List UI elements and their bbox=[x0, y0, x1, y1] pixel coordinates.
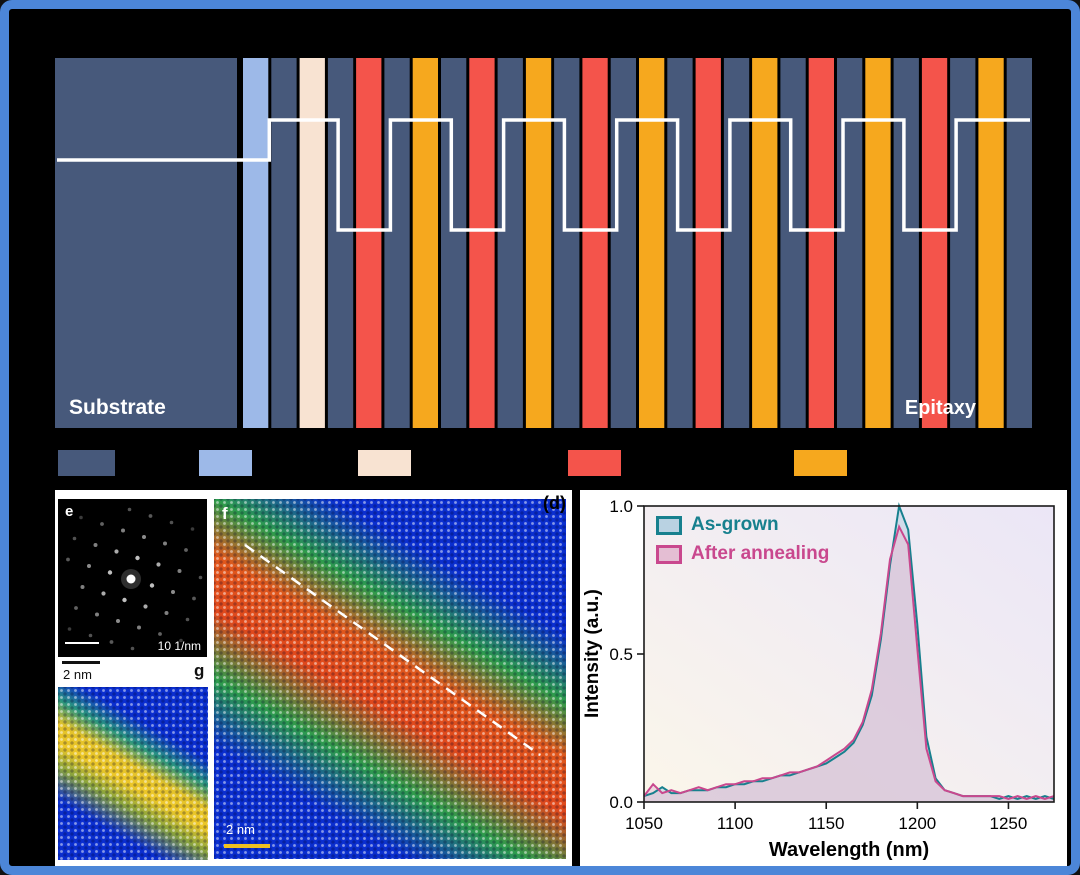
epitaxy-layer-dark bbox=[1006, 58, 1032, 428]
epitaxy-layer-dark bbox=[667, 58, 693, 428]
legend-swatch-light-blue bbox=[199, 450, 252, 476]
epitaxy-layer-dark bbox=[271, 58, 297, 428]
as-grown-swatch bbox=[656, 515, 682, 535]
epitaxy-layer-red bbox=[582, 58, 608, 428]
spectrum-curve-1 bbox=[643, 523, 1055, 801]
stem-image-g bbox=[58, 687, 208, 860]
legend-swatch-red bbox=[568, 450, 621, 476]
x-tick-label: 1250 bbox=[990, 814, 1028, 833]
as-grown-label: As-grown bbox=[691, 514, 779, 535]
x-tick-label: 1200 bbox=[898, 814, 936, 833]
micrograph-panel: e 10 1/nm 2 nm g f 2 nm bbox=[55, 490, 572, 866]
epitaxy-layer-dark bbox=[441, 58, 467, 428]
after-annealing-swatch bbox=[656, 544, 682, 564]
scale-bar-f bbox=[224, 844, 270, 848]
x-tick-label: 1150 bbox=[808, 814, 845, 833]
panel-label-f: f bbox=[222, 504, 228, 523]
chart-legend: As-grown After annealing bbox=[656, 514, 829, 565]
pl-spectrum-panel: 1050 1100 1150 1200 1250 0.0 0.5 1.0 Intensity … bbox=[580, 490, 1067, 866]
pl-spectrum-chart: 1050 1100 1150 1200 1250 0.0 0.5 1.0 bbox=[609, 497, 1055, 833]
y-tick-label: 0.0 bbox=[609, 793, 633, 812]
scale-bar-e bbox=[65, 642, 99, 644]
legend-swatch-dark-blue bbox=[58, 450, 115, 476]
atomic-dots-overlay bbox=[214, 499, 566, 859]
substrate-block bbox=[55, 58, 237, 428]
epitaxy-layer-dark bbox=[723, 58, 750, 428]
epitaxy-layer-light_blue bbox=[243, 58, 269, 428]
epitaxy-layer-dark bbox=[780, 58, 806, 428]
atomic-dots-overlay bbox=[58, 687, 208, 860]
panel-label-e: e bbox=[65, 503, 74, 520]
epitaxy-layer-red bbox=[695, 58, 721, 428]
x-axis-label: Wavelength (nm) bbox=[768, 839, 930, 861]
panel-label-g: g bbox=[194, 661, 205, 680]
interface-dashed-line bbox=[244, 543, 541, 757]
epitaxy-layer-orange bbox=[752, 58, 778, 428]
epitaxy-layer-orange bbox=[978, 58, 1004, 428]
y-tick-label: 0.5 bbox=[609, 645, 633, 664]
epitaxy-layer-orange bbox=[412, 58, 438, 428]
y-tick-label: 1.0 bbox=[609, 497, 633, 516]
epitaxy-layer-dark bbox=[610, 58, 636, 428]
epitaxy-schematic: Substrate Epitaxy bbox=[55, 58, 1032, 428]
epitaxy-layer-dark bbox=[837, 58, 863, 428]
diffraction-image-e: e 10 1/nm bbox=[58, 499, 207, 657]
epitaxy-layer-red bbox=[808, 58, 834, 428]
epitaxy-layer-dark bbox=[384, 58, 410, 428]
scale-text-e: 10 1/nm bbox=[157, 639, 201, 653]
epitaxy-layer-dark bbox=[327, 58, 354, 428]
epitaxy-layer-dark bbox=[893, 58, 919, 428]
scale-bar-g bbox=[62, 661, 100, 664]
epitaxy-layer-orange bbox=[865, 58, 891, 428]
legend-item-as-grown: As-grown bbox=[656, 514, 829, 536]
band-diagram-trace bbox=[57, 118, 1030, 232]
epitaxy-layer-red bbox=[356, 58, 382, 428]
legend-swatch-cream bbox=[358, 450, 411, 476]
epitaxy-label: Epitaxy bbox=[904, 397, 976, 419]
y-axis-label: Intensity (a.u.) bbox=[582, 589, 603, 719]
x-tick-label: 1100 bbox=[717, 814, 754, 833]
epitaxy-layer-dark bbox=[950, 58, 976, 428]
epitaxy-layer-dark bbox=[497, 58, 523, 428]
epitaxy-layer-red bbox=[469, 58, 495, 428]
panel-label-d: (d) bbox=[543, 493, 566, 513]
epitaxy-layer-orange bbox=[525, 58, 552, 428]
g-header: 2 nm g bbox=[58, 657, 208, 687]
legend-swatch-orange bbox=[794, 450, 847, 476]
diffraction-pattern bbox=[66, 507, 203, 651]
stem-image-f: f 2 nm bbox=[214, 499, 566, 859]
x-tick-label: 1050 bbox=[625, 814, 663, 833]
epitaxy-layer-orange bbox=[639, 58, 665, 428]
epitaxy-layer-red bbox=[921, 58, 948, 428]
scale-text-g: 2 nm bbox=[63, 667, 92, 682]
layer-stack-diagram bbox=[55, 58, 1032, 428]
epitaxy-layer-cream bbox=[299, 58, 325, 428]
scale-text-f: 2 nm bbox=[226, 822, 255, 837]
after-annealing-label: After annealing bbox=[691, 543, 830, 564]
legend-item-after-annealing: After annealing bbox=[656, 543, 829, 565]
substrate-label: Substrate bbox=[69, 396, 166, 419]
epitaxy-layer-dark bbox=[554, 58, 580, 428]
